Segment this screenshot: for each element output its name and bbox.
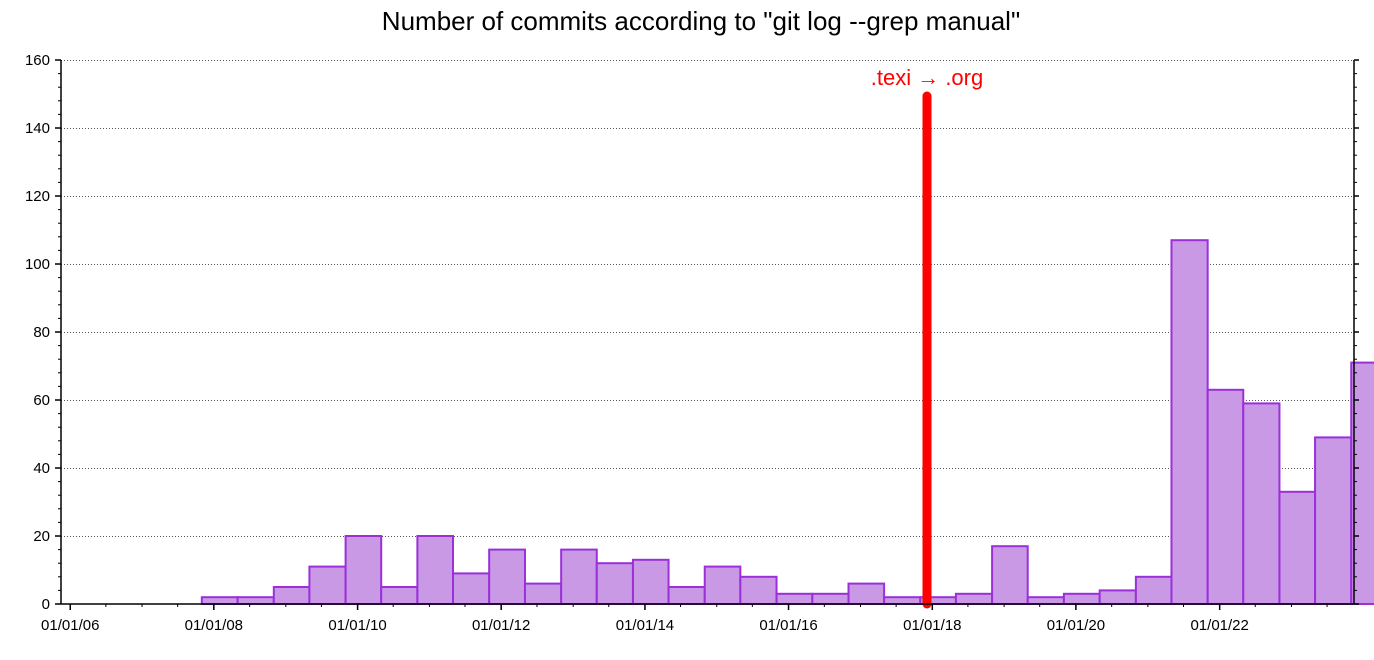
bar — [1170, 239, 1209, 605]
y-tick-label: 100 — [25, 256, 50, 273]
bar — [1026, 596, 1065, 606]
bar — [451, 572, 491, 606]
annotation: .texi → .org — [871, 65, 983, 609]
y-tick-label: 0 — [42, 596, 50, 613]
bar — [631, 558, 670, 605]
x-tick-label: 01/01/10 — [328, 617, 386, 634]
y-tick-label: 160 — [25, 52, 50, 69]
y-tick-label: 80 — [33, 324, 50, 341]
bar — [416, 535, 454, 605]
y-tick-label: 40 — [33, 460, 50, 477]
bar — [703, 565, 742, 605]
bar — [488, 548, 526, 605]
bar — [1062, 592, 1101, 605]
bar — [775, 592, 814, 605]
bar — [523, 582, 563, 605]
bar — [847, 582, 886, 605]
bars — [200, 239, 1374, 606]
annotation-label: .texi → .org — [871, 65, 983, 90]
x-tick-label: 01/01/16 — [759, 617, 817, 634]
y-tick-label: 120 — [25, 188, 50, 205]
bar — [1278, 490, 1317, 605]
y-tick-label: 60 — [33, 392, 50, 409]
x-tick-label: 01/01/12 — [472, 617, 530, 634]
bar — [954, 592, 994, 605]
y-tick-label: 20 — [33, 528, 50, 545]
bar — [380, 586, 419, 605]
x-tick-label: 01/01/14 — [616, 617, 674, 634]
bar — [991, 545, 1029, 606]
y-tick-label: 140 — [25, 120, 50, 137]
chart-title: Number of commits according to "git log … — [382, 6, 1020, 36]
x-tick-label: 01/01/06 — [41, 617, 99, 634]
bar — [595, 562, 634, 606]
grid — [61, 60, 1354, 537]
bar — [1098, 589, 1137, 606]
bar — [739, 575, 778, 605]
bar — [236, 596, 275, 606]
x-tick-label: 01/01/18 — [903, 617, 961, 634]
bar — [1242, 402, 1281, 605]
bar — [811, 592, 850, 605]
bar — [1206, 388, 1245, 605]
bar — [308, 565, 347, 605]
bar — [200, 596, 239, 606]
bar — [344, 535, 383, 605]
bar — [1350, 361, 1374, 605]
x-tick-label: 01/01/22 — [1190, 617, 1248, 634]
bar — [1134, 575, 1173, 605]
bar — [1314, 436, 1353, 605]
x-tick-label: 01/01/08 — [185, 617, 243, 634]
bar — [560, 548, 598, 605]
x-tick-label: 01/01/20 — [1047, 617, 1105, 634]
bar — [667, 586, 706, 605]
bar — [883, 596, 922, 606]
bar — [272, 586, 311, 605]
axes: 0 20 40 60 80 100 120 140 160 01/01/06 01/01/08 01/… — [25, 52, 1359, 634]
